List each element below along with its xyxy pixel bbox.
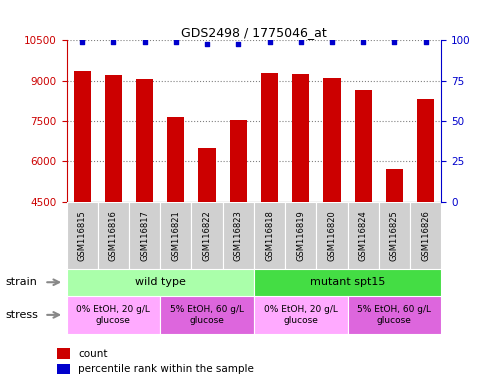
Text: GSM116819: GSM116819 bbox=[296, 210, 305, 261]
Bar bbox=[417, 99, 434, 202]
Text: GSM116818: GSM116818 bbox=[265, 210, 274, 261]
Text: 0% EtOH, 20 g/L
glucose: 0% EtOH, 20 g/L glucose bbox=[76, 305, 150, 324]
Title: GDS2498 / 1775046_at: GDS2498 / 1775046_at bbox=[181, 26, 327, 39]
Bar bbox=[354, 90, 372, 202]
Text: 0% EtOH, 20 g/L
glucose: 0% EtOH, 20 g/L glucose bbox=[264, 305, 338, 324]
Point bbox=[172, 39, 180, 45]
Text: count: count bbox=[78, 349, 108, 359]
Text: GSM116816: GSM116816 bbox=[109, 210, 118, 261]
Bar bbox=[348, 202, 379, 269]
Text: percentile rank within the sample: percentile rank within the sample bbox=[78, 364, 254, 374]
Bar bbox=[254, 202, 285, 269]
Bar bbox=[73, 71, 91, 202]
Text: GSM116826: GSM116826 bbox=[421, 210, 430, 261]
Bar bbox=[199, 148, 215, 202]
Bar bbox=[323, 78, 341, 202]
Text: 5% EtOH, 60 g/L
glucose: 5% EtOH, 60 g/L glucose bbox=[357, 305, 431, 324]
Bar bbox=[386, 169, 403, 202]
Point bbox=[390, 39, 398, 45]
Text: wild type: wild type bbox=[135, 277, 186, 287]
Bar bbox=[410, 202, 441, 269]
Text: stress: stress bbox=[5, 310, 38, 320]
Bar bbox=[285, 202, 317, 269]
Bar bbox=[160, 296, 254, 334]
Text: GSM116822: GSM116822 bbox=[203, 210, 211, 261]
Bar bbox=[348, 296, 441, 334]
Point bbox=[328, 39, 336, 45]
Bar bbox=[167, 117, 184, 202]
Text: 5% EtOH, 60 g/L
glucose: 5% EtOH, 60 g/L glucose bbox=[170, 305, 244, 324]
Text: GSM116823: GSM116823 bbox=[234, 210, 243, 261]
Text: mutant spt15: mutant spt15 bbox=[310, 277, 385, 287]
Bar bbox=[98, 202, 129, 269]
Point bbox=[109, 39, 117, 45]
Text: GSM116820: GSM116820 bbox=[327, 210, 336, 261]
Bar bbox=[254, 296, 348, 334]
Bar bbox=[67, 269, 254, 296]
Bar bbox=[129, 202, 160, 269]
Bar bbox=[223, 202, 254, 269]
Bar bbox=[67, 296, 160, 334]
Text: GSM116824: GSM116824 bbox=[359, 210, 368, 261]
Point bbox=[203, 40, 211, 46]
Bar bbox=[254, 269, 441, 296]
Bar bbox=[230, 120, 247, 202]
Bar bbox=[57, 364, 70, 374]
Point bbox=[266, 39, 274, 45]
Bar bbox=[57, 349, 70, 359]
Bar bbox=[317, 202, 348, 269]
Point bbox=[78, 39, 86, 45]
Text: strain: strain bbox=[5, 277, 37, 287]
Bar bbox=[292, 74, 309, 202]
Bar bbox=[160, 202, 191, 269]
Bar bbox=[136, 79, 153, 202]
Point bbox=[141, 39, 148, 45]
Bar bbox=[67, 202, 98, 269]
Point bbox=[297, 39, 305, 45]
Point bbox=[234, 40, 242, 46]
Bar bbox=[191, 202, 223, 269]
Text: GSM116817: GSM116817 bbox=[140, 210, 149, 261]
Point bbox=[359, 39, 367, 45]
Text: GSM116815: GSM116815 bbox=[78, 210, 87, 261]
Text: GSM116821: GSM116821 bbox=[172, 210, 180, 261]
Bar bbox=[379, 202, 410, 269]
Text: GSM116825: GSM116825 bbox=[390, 210, 399, 261]
Bar bbox=[261, 73, 278, 202]
Bar bbox=[105, 75, 122, 202]
Point bbox=[422, 39, 429, 45]
